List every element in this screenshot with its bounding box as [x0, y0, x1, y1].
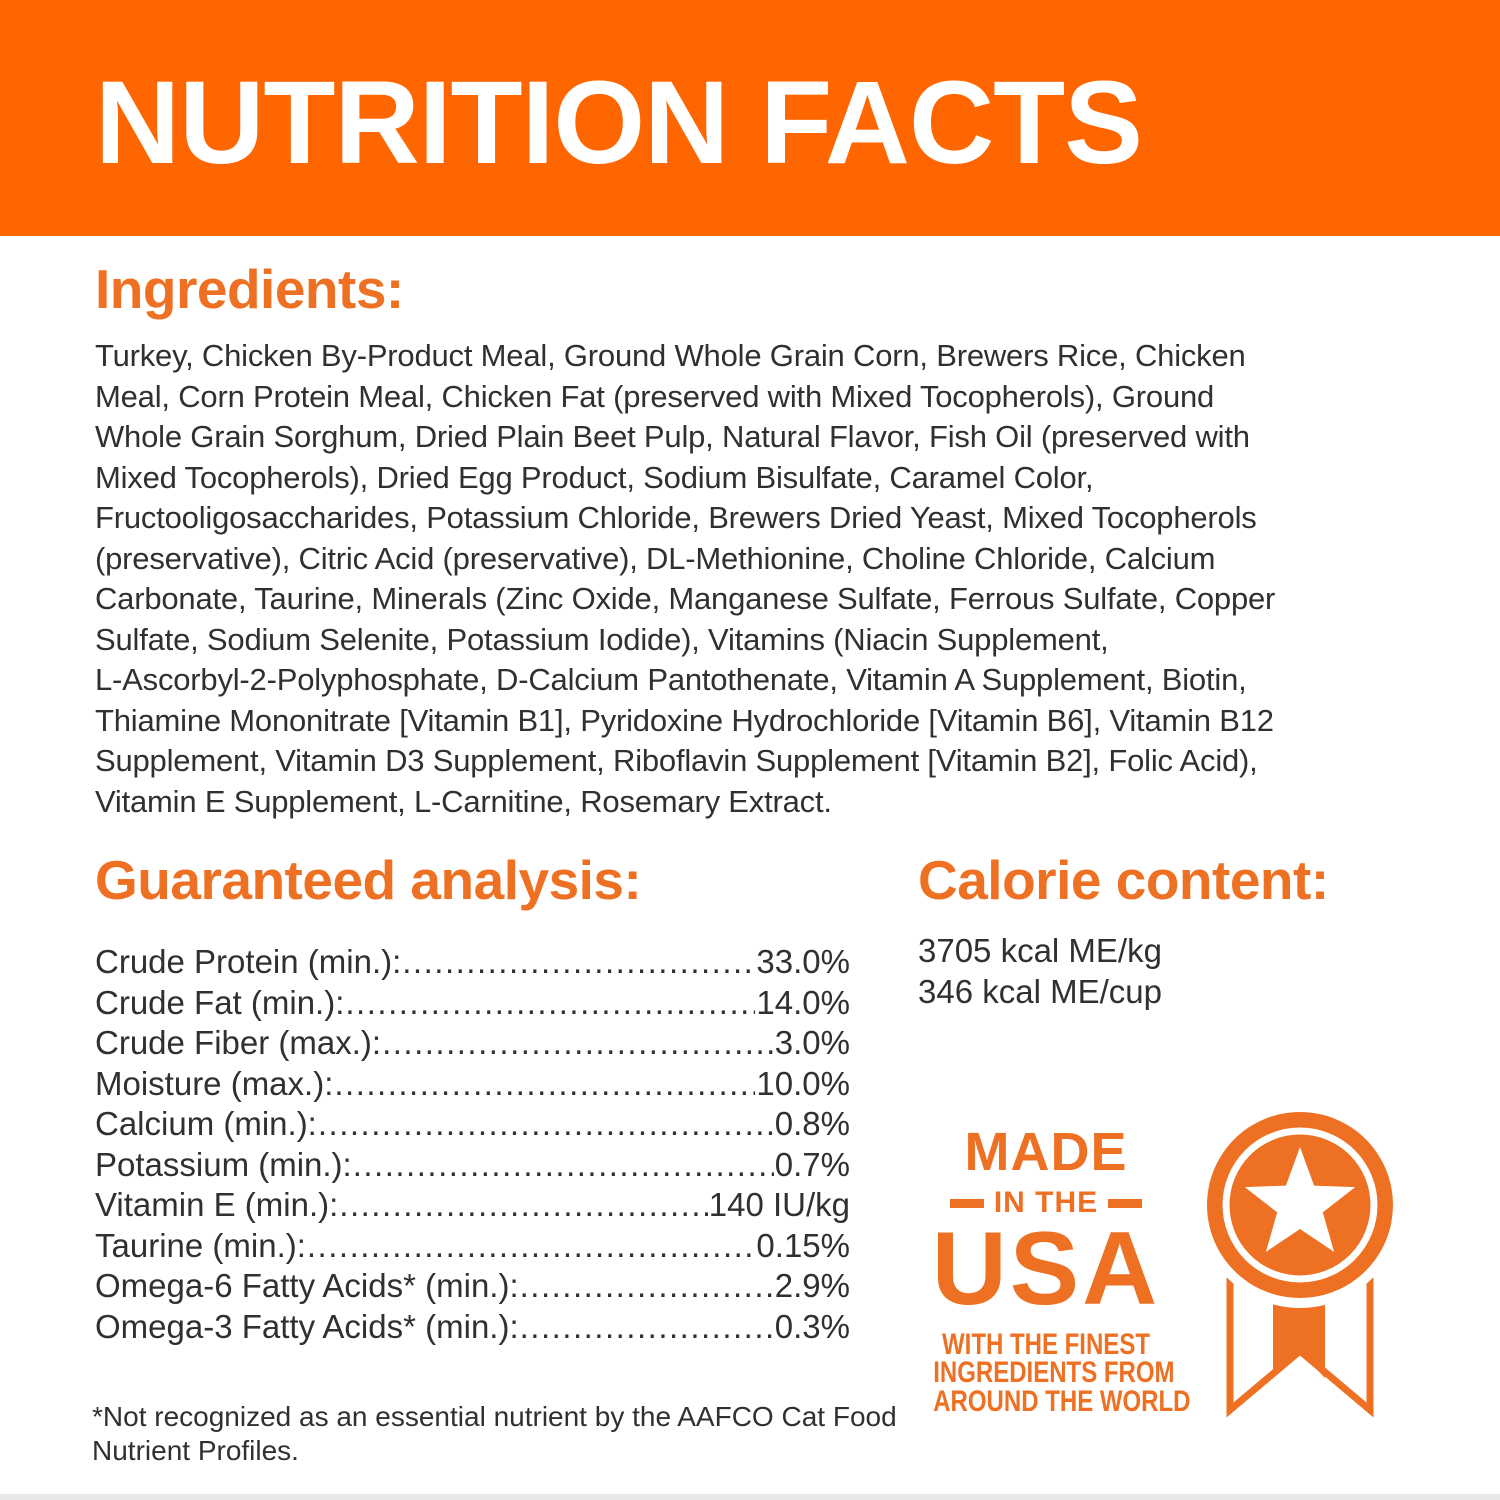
- analysis-value: 0.15%: [756, 1226, 850, 1264]
- calorie-content-values: 3705 kcal ME/kg 346 kcal ME/cup: [918, 930, 1162, 1012]
- analysis-value: 0.7%: [774, 1145, 850, 1183]
- page-title: NUTRITION FACTS: [95, 57, 1143, 189]
- analysis-label: Omega-3 Fatty Acids* (min.):: [95, 1307, 519, 1345]
- dot-leader: ........................................…: [334, 1064, 755, 1102]
- calorie-line-cup: 346 kcal ME/cup: [918, 973, 1162, 1010]
- analysis-value: 140 IU/kg: [708, 1186, 850, 1223]
- analysis-value: 3.0%: [774, 1024, 850, 1061]
- ingredients-text: Turkey, Chicken By-Product Meal, Ground …: [95, 338, 1276, 819]
- analysis-label: Calcium (min.):: [95, 1105, 317, 1142]
- dot-leader: ........................................…: [519, 1307, 774, 1345]
- label-bottom-edge: [0, 1494, 1500, 1500]
- guaranteed-analysis-heading: Guaranteed analysis:: [95, 849, 642, 911]
- dash-right: [1108, 1198, 1143, 1208]
- analysis-row: Vitamin E (min.):.......................…: [95, 1185, 850, 1226]
- analysis-row: Calcium (min.):.........................…: [95, 1104, 850, 1145]
- in-the-label: IN THE: [993, 1186, 1099, 1219]
- dot-leader: ........................................…: [519, 1267, 774, 1304]
- analysis-value: 14.0%: [756, 983, 850, 1021]
- aafco-footnote: *Not recognized as an essential nutrient…: [92, 1401, 897, 1466]
- guaranteed-analysis-table: Crude Protein (min.):...................…: [95, 942, 850, 1347]
- calorie-content-heading: Calorie content:: [918, 849, 1329, 911]
- analysis-row: Omega-3 Fatty Acids* (min.):............…: [95, 1307, 850, 1348]
- made-in-usa-block: MADE IN THE USA WITH THE FINEST INGREDIE…: [905, 1122, 1191, 1418]
- star-icon: [1244, 1147, 1356, 1252]
- analysis-row: Taurine (min.):.........................…: [95, 1226, 850, 1267]
- medal-ring: [1222, 1127, 1378, 1283]
- analysis-row: Omega-6 Fatty Acids* (min.):............…: [95, 1266, 850, 1307]
- banner: NUTRITION FACTS: [0, 0, 1500, 236]
- analysis-label: Crude Fiber (max.):: [95, 1024, 382, 1061]
- analysis-label: Crude Protein (min.):: [95, 943, 402, 980]
- analysis-row: Crude Fiber (max.):.....................…: [95, 1023, 850, 1064]
- analysis-label: Potassium (min.):: [95, 1145, 352, 1183]
- made-label: MADE: [964, 1122, 1128, 1182]
- dot-leader: ........................................…: [345, 983, 755, 1021]
- tagline-line: WITH THE FINEST: [942, 1327, 1150, 1361]
- calorie-line-kg: 3705 kcal ME/kg: [918, 932, 1162, 969]
- analysis-value: 33.0%: [756, 943, 850, 980]
- analysis-label: Crude Fat (min.):: [95, 983, 345, 1021]
- dot-leader: ........................................…: [317, 1105, 774, 1142]
- tagline-line: AROUND THE WORLD: [933, 1384, 1191, 1418]
- analysis-value: 0.3%: [774, 1307, 850, 1345]
- analysis-row: Crude Protein (min.):...................…: [95, 942, 850, 983]
- analysis-value: 0.8%: [774, 1105, 850, 1142]
- analysis-row: Crude Fat (min.):.......................…: [95, 983, 850, 1024]
- analysis-row: Potassium (min.):.......................…: [95, 1145, 850, 1186]
- analysis-label: Vitamin E (min.):: [95, 1186, 339, 1223]
- usa-label: USA: [931, 1211, 1161, 1327]
- analysis-value: 10.0%: [756, 1064, 850, 1102]
- dot-leader: ........................................…: [306, 1226, 756, 1264]
- dot-leader: ........................................…: [352, 1145, 774, 1183]
- dot-leader: ........................................…: [402, 943, 755, 980]
- ingredients-heading: Ingredients:: [95, 258, 404, 320]
- dash-left: [949, 1198, 984, 1208]
- analysis-label: Omega-6 Fatty Acids* (min.):: [95, 1267, 519, 1304]
- star-ribbon-medal-icon: [1197, 1102, 1403, 1418]
- dot-leader: ........................................…: [382, 1024, 774, 1061]
- analysis-label: Moisture (max.):: [95, 1064, 334, 1102]
- analysis-value: 2.9%: [774, 1267, 850, 1304]
- in-the-row: IN THE: [905, 1188, 1187, 1218]
- analysis-label: Taurine (min.):: [95, 1226, 306, 1264]
- dot-leader: ........................................…: [339, 1186, 707, 1223]
- tagline-line: INGREDIENTS FROM: [933, 1356, 1175, 1390]
- analysis-row: Moisture (max.):........................…: [95, 1064, 850, 1105]
